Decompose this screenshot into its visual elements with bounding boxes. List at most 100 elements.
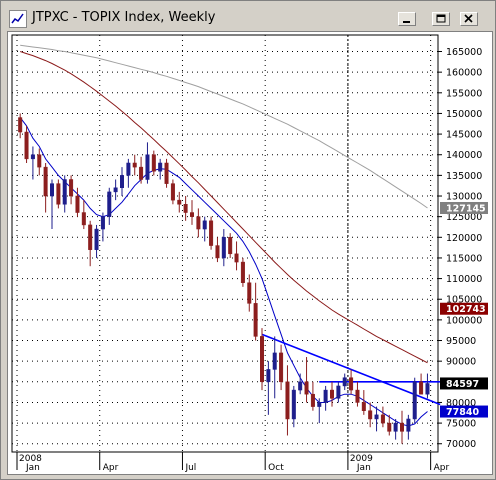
candle-body	[419, 381, 424, 395]
close-button[interactable]	[460, 12, 478, 26]
ma-long-label: 127145	[446, 203, 486, 214]
ma-long-label-box	[440, 201, 488, 214]
candle-body	[425, 383, 430, 395]
y-tick-label: 80000	[446, 398, 476, 409]
candle-body	[406, 418, 411, 432]
candle-body	[355, 389, 360, 403]
candle-body	[279, 352, 284, 383]
candle-body	[260, 336, 264, 383]
candle-body	[132, 162, 137, 168]
candle-body	[272, 352, 277, 370]
y-tick-label: 130000	[446, 192, 482, 203]
candle-body	[323, 389, 328, 403]
candle-body	[139, 166, 144, 180]
candle-body	[387, 422, 392, 432]
candle-body	[215, 245, 220, 259]
x-tick-label: Apr	[103, 463, 119, 473]
y-tick-label: 135000	[446, 171, 482, 182]
x-tick-label: Jan	[25, 463, 40, 473]
chart-area: 7000075000800008500090000950001000001050…	[7, 31, 493, 475]
minimize-button[interactable]	[398, 12, 416, 26]
title-bar[interactable]: JTPXC - TOPIX Index, Weekly	[3, 3, 493, 33]
candle-body	[400, 422, 404, 432]
weekly-candlestick-chart: 7000075000800008500090000950001000001050…	[11, 34, 488, 473]
candle-body	[158, 162, 163, 172]
candle-body	[69, 179, 74, 197]
candle-body	[374, 414, 379, 420]
y-tick-label: 160000	[446, 68, 482, 79]
ma-short-label-box	[440, 405, 488, 418]
ma-short-label: 77840	[446, 407, 479, 418]
candle-body	[380, 414, 385, 424]
candle-body	[342, 377, 347, 387]
y-tick-label: 155000	[446, 88, 482, 99]
x-tick-label: Oct	[268, 463, 284, 473]
last-price-label: 84597	[446, 379, 479, 390]
candle-body	[228, 237, 233, 255]
x-year-label: 2008	[19, 454, 42, 464]
moving-average-long-line	[20, 44, 428, 209]
candle-body	[88, 224, 93, 250]
y-tick-label: 95000	[446, 336, 476, 347]
candle-body	[75, 195, 80, 213]
candle-body	[50, 183, 54, 197]
y-tick-label: 90000	[446, 357, 476, 368]
y-tick-label: 100000	[446, 315, 482, 326]
candle-body	[412, 381, 417, 420]
candle-body	[56, 183, 61, 205]
candle-body	[234, 253, 239, 263]
candle-body	[196, 216, 201, 230]
candle-body	[393, 422, 398, 432]
candle-body	[30, 154, 35, 160]
candle-body	[24, 131, 29, 160]
candle-body	[107, 191, 112, 217]
candle-body	[190, 212, 194, 217]
candle-body	[349, 377, 354, 391]
candle-body	[81, 212, 86, 226]
candle-body	[100, 216, 105, 230]
y-tick-label: 150000	[446, 109, 482, 120]
y-tick-label: 145000	[446, 130, 482, 141]
candle-body	[113, 187, 118, 193]
y-tick-label: 110000	[446, 274, 482, 285]
x-tick-label: Apr	[434, 463, 450, 473]
x-year-label: 2009	[350, 454, 373, 464]
ma-mid-label: 102743	[446, 304, 486, 315]
candle-body	[298, 381, 303, 391]
candle-body	[336, 385, 341, 399]
candle-body	[330, 389, 334, 399]
candle-body	[164, 162, 169, 184]
candle-body	[94, 228, 99, 250]
candle-body	[202, 220, 207, 230]
window-title: JTPXC - TOPIX Index, Weekly	[32, 10, 216, 25]
chart-app-icon	[9, 10, 27, 28]
candle-body	[291, 389, 296, 420]
candle-body	[120, 175, 124, 189]
maximize-button[interactable]	[432, 12, 450, 26]
y-tick-label: 125000	[446, 212, 482, 223]
last-price-label-box	[440, 377, 488, 390]
candle-body	[126, 162, 131, 176]
candle-body	[266, 369, 271, 383]
moving-average-mid-line	[20, 51, 428, 364]
y-tick-label: 105000	[446, 295, 482, 306]
moving-average-short-line	[19, 117, 428, 427]
candle-body	[253, 303, 258, 337]
y-tick-label: 120000	[446, 233, 482, 244]
candle-body	[37, 154, 42, 168]
candle-body	[145, 154, 150, 180]
candle-body	[183, 204, 188, 213]
candle-body	[170, 183, 175, 201]
candle-body	[317, 402, 322, 407]
candle-body	[221, 237, 226, 259]
candle-body	[368, 410, 373, 420]
candle-body	[209, 220, 214, 246]
y-tick-label: 140000	[446, 150, 482, 161]
ma-mid-label-box	[440, 302, 488, 315]
y-tick-label: 75000	[446, 419, 476, 430]
x-tick-label: Jan	[356, 463, 371, 473]
candle-body	[62, 179, 67, 205]
candle-body	[177, 199, 182, 205]
candle-body	[240, 261, 245, 283]
